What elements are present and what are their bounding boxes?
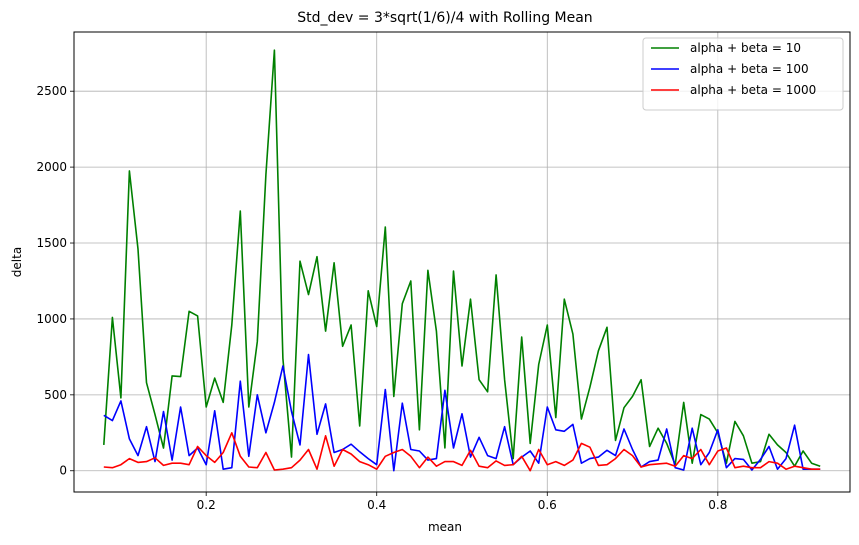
legend-box [642,37,844,111]
y-tick-label: 500 [44,388,67,402]
y-tick-label: 1500 [36,236,67,250]
y-tick-label: 2000 [36,160,67,174]
legend: alpha + beta = 10 alpha + beta = 100 alp… [642,37,844,111]
legend-label-1000: alpha + beta = 1000 [690,83,816,97]
x-axis-ticks: 0.2 0.4 0.6 0.8 [197,492,727,512]
y-axis-ticks: 0 500 1000 1500 2000 2500 [36,84,74,478]
series-line-2 [103,353,821,472]
y-axis-label: delta [10,247,24,277]
x-tick-label: 0.6 [538,498,557,512]
series-line-3 [103,431,821,472]
plot-frame [73,31,851,493]
x-tick-label: 0.2 [197,498,216,512]
legend-label-10: alpha + beta = 10 [690,41,801,55]
series-line-1 [103,49,821,468]
series-group [103,49,821,472]
x-axis-label: mean [428,520,462,534]
x-tick-label: 0.4 [367,498,386,512]
chart-title: Std_dev = 3*sqrt(1/6)/4 with Rolling Mea… [297,10,592,26]
x-tick-label: 0.8 [708,498,727,512]
y-tick-label: 1000 [36,312,67,326]
y-tick-label: 2500 [36,84,67,98]
y-tick-label: 0 [59,464,67,478]
legend-label-100: alpha + beta = 100 [690,62,809,76]
